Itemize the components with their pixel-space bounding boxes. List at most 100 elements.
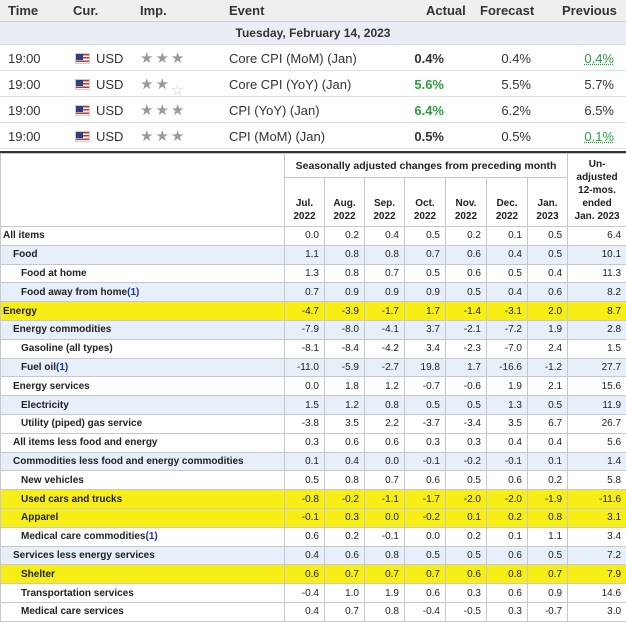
month-value: 0.3 [487, 602, 528, 621]
month-value: 2.4 [528, 339, 568, 358]
event-currency: USD [96, 103, 123, 118]
month-value: -7.2 [487, 320, 528, 339]
month-value: 1.1 [285, 245, 325, 264]
event-currency: USD [96, 51, 123, 66]
month-value: 0.1 [487, 227, 528, 246]
row-label: Commodities less food and energy commodi… [1, 452, 285, 471]
event-name[interactable]: Core CPI (YoY) (Jan) [229, 77, 351, 92]
month-value: 1.2 [325, 396, 365, 415]
economic-calendar: Time Cur. Imp. Event Actual Forecast Pre… [0, 0, 626, 150]
month-value: 0.2 [446, 527, 487, 546]
yoy-value: 14.6 [568, 584, 626, 603]
event-name[interactable]: CPI (MoM) (Jan) [229, 129, 325, 144]
month-value: 0.1 [285, 452, 325, 471]
footnote-link[interactable]: (1) [127, 287, 139, 298]
col-importance: Imp. [140, 3, 167, 18]
month-value: -2.0 [487, 490, 528, 509]
yoy-value: 6.4 [568, 227, 626, 246]
month-header: Dec.2022 [487, 178, 528, 227]
yoy-value: 5.6 [568, 433, 626, 452]
yoy-value: 2.8 [568, 320, 626, 339]
month-value: -4.1 [365, 320, 405, 339]
month-value: 0.8 [365, 602, 405, 621]
row-label: Fuel oil(1) [1, 358, 285, 377]
cpi-data-table: Seasonally adjusted changes from precedi… [0, 153, 626, 622]
month-value: 0.8 [528, 508, 568, 527]
month-value: 0.6 [285, 565, 325, 584]
month-value: 0.3 [446, 584, 487, 603]
event-row[interactable]: 19:00 USD ★★★ CPI (YoY) (Jan) 6.4% 6.2% … [0, 97, 626, 123]
month-value: 0.5 [446, 396, 487, 415]
footnote-link[interactable]: (1) [56, 362, 68, 373]
month-value: 1.5 [285, 396, 325, 415]
month-value: -1.7 [405, 490, 446, 509]
col-time: Time [8, 3, 38, 18]
month-value: 0.3 [325, 508, 365, 527]
month-value: -7.9 [285, 320, 325, 339]
month-value: -1.1 [365, 490, 405, 509]
month-value: 0.6 [487, 471, 528, 490]
row-label: Medical care commodities(1) [1, 527, 285, 546]
event-row[interactable]: 19:00 USD ★★★ Core CPI (MoM) (Jan) 0.4% … [0, 45, 626, 71]
month-value: 2.0 [528, 302, 568, 321]
month-value: 0.7 [325, 565, 365, 584]
importance-stars-icon: ★★★ [140, 101, 186, 119]
month-value: 0.0 [285, 227, 325, 246]
row-label: Services less energy services [1, 546, 285, 565]
yoy-value: 8.7 [568, 302, 626, 321]
month-value: 0.7 [405, 245, 446, 264]
row-label: All items [1, 227, 285, 246]
table-row: Commodities less food and energy commodi… [1, 452, 626, 471]
importance-stars-icon: ★★☆ [140, 75, 171, 93]
month-value: 2.1 [528, 377, 568, 396]
month-value: 0.2 [487, 508, 528, 527]
calendar-date: Tuesday, February 14, 2023 [0, 22, 626, 45]
month-value: 0.6 [405, 584, 446, 603]
month-value: -2.7 [365, 358, 405, 377]
month-value: 0.6 [405, 471, 446, 490]
event-time: 19:00 [8, 129, 41, 144]
month-value: 1.9 [528, 320, 568, 339]
month-value: -0.7 [405, 377, 446, 396]
month-value: 0.7 [365, 264, 405, 283]
yoy-value: 1.5 [568, 339, 626, 358]
event-row[interactable]: 19:00 USD ★★★ CPI (MoM) (Jan) 0.5% 0.5% … [0, 123, 626, 149]
event-row[interactable]: 19:00 USD ★★☆ Core CPI (YoY) (Jan) 5.6% … [0, 71, 626, 97]
importance-stars-icon: ★★★ [140, 49, 186, 67]
month-value: -5.9 [325, 358, 365, 377]
month-value: 0.5 [285, 471, 325, 490]
event-name[interactable]: Core CPI (MoM) (Jan) [229, 51, 357, 66]
month-value: 0.9 [325, 283, 365, 302]
table-row: Used cars and trucks-0.8-0.2-1.1-1.7-2.0… [1, 490, 626, 509]
month-value: -0.2 [446, 452, 487, 471]
us-flag-icon [75, 53, 90, 64]
event-currency: USD [96, 77, 123, 92]
month-value: 0.2 [325, 527, 365, 546]
month-value: 0.3 [285, 433, 325, 452]
month-value: 0.1 [446, 508, 487, 527]
event-time: 19:00 [8, 77, 41, 92]
event-time: 19:00 [8, 51, 41, 66]
row-label: Food [1, 245, 285, 264]
month-value: 0.7 [365, 471, 405, 490]
row-label: All items less food and energy [1, 433, 285, 452]
event-actual: 0.5% [414, 129, 444, 144]
footnote-link[interactable]: (1) [146, 531, 158, 542]
month-value: 0.6 [446, 245, 487, 264]
month-header: Jul.2022 [285, 178, 325, 227]
row-label: Food away from home(1) [1, 283, 285, 302]
month-value: 1.8 [325, 377, 365, 396]
month-value: 0.5 [446, 546, 487, 565]
month-header: Aug.2022 [325, 178, 365, 227]
event-name[interactable]: CPI (YoY) (Jan) [229, 103, 320, 118]
yoy-value: 3.4 [568, 527, 626, 546]
month-value: 6.7 [528, 414, 568, 433]
month-value: 0.6 [325, 546, 365, 565]
yoy-value: 8.2 [568, 283, 626, 302]
event-forecast: 6.2% [501, 103, 531, 118]
